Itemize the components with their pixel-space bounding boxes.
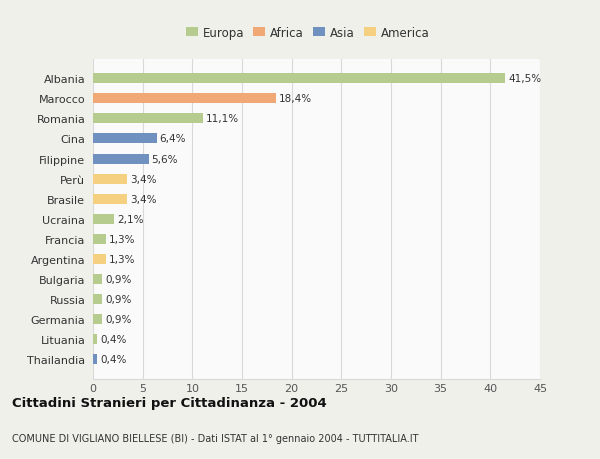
Text: 18,4%: 18,4% xyxy=(279,94,312,104)
Legend: Europa, Africa, Asia, America: Europa, Africa, Asia, America xyxy=(184,24,431,42)
Text: 1,3%: 1,3% xyxy=(109,254,136,264)
Bar xyxy=(93,94,276,104)
Text: 0,4%: 0,4% xyxy=(100,354,127,364)
Text: 41,5%: 41,5% xyxy=(508,74,541,84)
Text: COMUNE DI VIGLIANO BIELLESE (BI) - Dati ISTAT al 1° gennaio 2004 - TUTTITALIA.IT: COMUNE DI VIGLIANO BIELLESE (BI) - Dati … xyxy=(12,433,419,442)
Text: 1,3%: 1,3% xyxy=(109,234,136,244)
Text: 6,4%: 6,4% xyxy=(160,134,186,144)
Bar xyxy=(93,194,127,204)
Text: 2,1%: 2,1% xyxy=(117,214,143,224)
Bar xyxy=(93,134,157,144)
Bar xyxy=(93,354,97,364)
Text: 11,1%: 11,1% xyxy=(206,114,239,124)
Bar xyxy=(93,214,114,224)
Bar xyxy=(93,234,106,244)
Text: 5,6%: 5,6% xyxy=(152,154,178,164)
Text: 3,4%: 3,4% xyxy=(130,194,156,204)
Text: 0,9%: 0,9% xyxy=(105,314,131,324)
Bar xyxy=(93,294,102,304)
Bar xyxy=(93,254,106,264)
Bar xyxy=(93,114,203,124)
Bar xyxy=(93,274,102,284)
Bar xyxy=(93,174,127,184)
Text: 0,9%: 0,9% xyxy=(105,294,131,304)
Bar xyxy=(93,334,97,344)
Bar xyxy=(93,314,102,324)
Text: Cittadini Stranieri per Cittadinanza - 2004: Cittadini Stranieri per Cittadinanza - 2… xyxy=(12,396,327,409)
Bar xyxy=(93,154,149,164)
Text: 0,4%: 0,4% xyxy=(100,334,127,344)
Bar xyxy=(93,74,505,84)
Text: 3,4%: 3,4% xyxy=(130,174,156,184)
Text: 0,9%: 0,9% xyxy=(105,274,131,284)
